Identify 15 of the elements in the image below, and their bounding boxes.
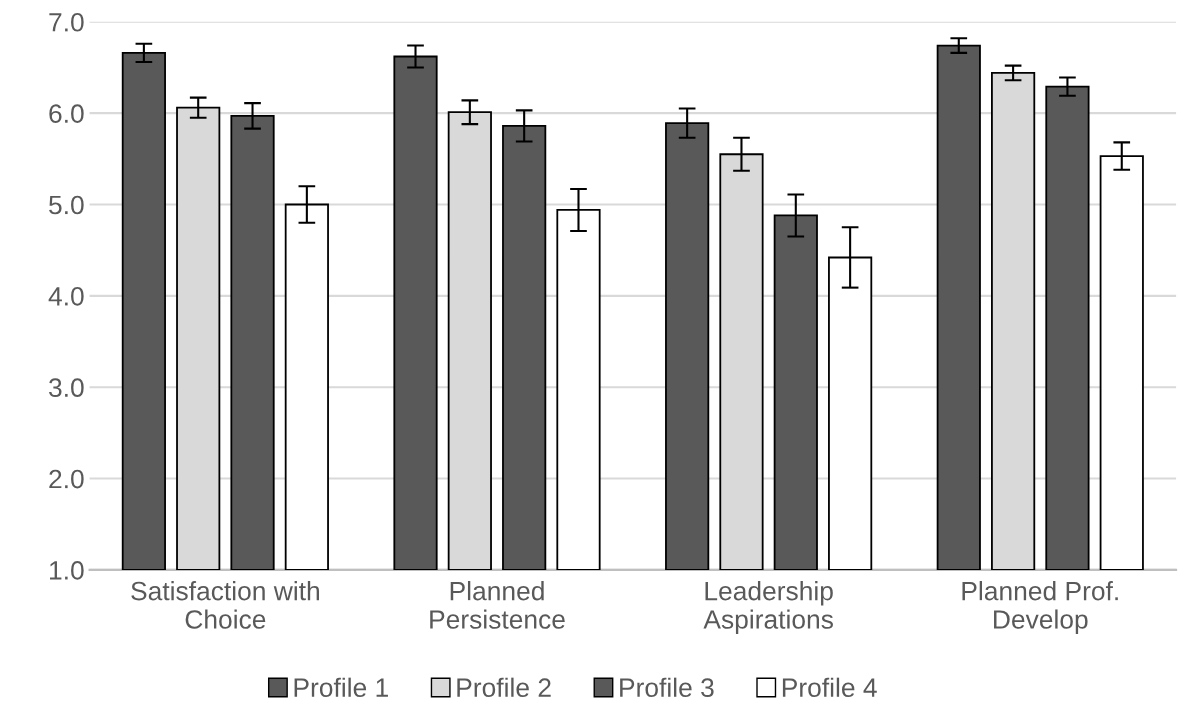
- x-tick-label: Planned Prof. Develop: [962, 581, 1118, 635]
- y-tick-label: 5.0: [49, 195, 84, 215]
- legend-label: Profile 1: [294, 677, 388, 698]
- x-tick-label: Planned Persistence: [430, 581, 565, 629]
- y-tick-label: 7.0: [49, 12, 84, 32]
- legend-label: Profile 4: [782, 677, 877, 698]
- y-tick-label: 1.0: [50, 561, 84, 580]
- legend-label: Profile 2: [457, 677, 551, 698]
- y-tick-label: 4.0: [48, 286, 84, 306]
- x-tick-label: Satisfaction with Choice: [131, 581, 319, 629]
- x-tick-label: Leadership Aspirations: [703, 581, 833, 635]
- y-tick-label: 3.0: [49, 378, 84, 398]
- legend-label: Profile 3: [620, 677, 714, 698]
- y-tick-label: 2.0: [49, 469, 84, 489]
- y-tick-label: 6.0: [49, 104, 84, 123]
